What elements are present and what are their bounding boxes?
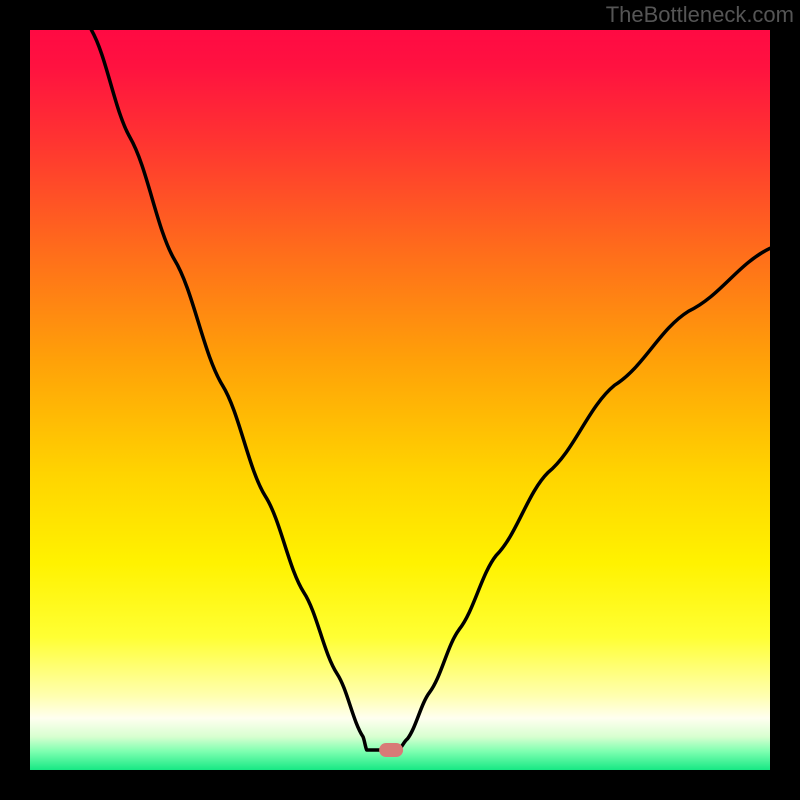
optimal-marker: [379, 743, 403, 757]
watermark-text: TheBottleneck.com: [606, 2, 794, 28]
bottleneck-chart: [0, 0, 800, 800]
chart-container: TheBottleneck.com: [0, 0, 800, 800]
plot-background: [30, 30, 770, 770]
